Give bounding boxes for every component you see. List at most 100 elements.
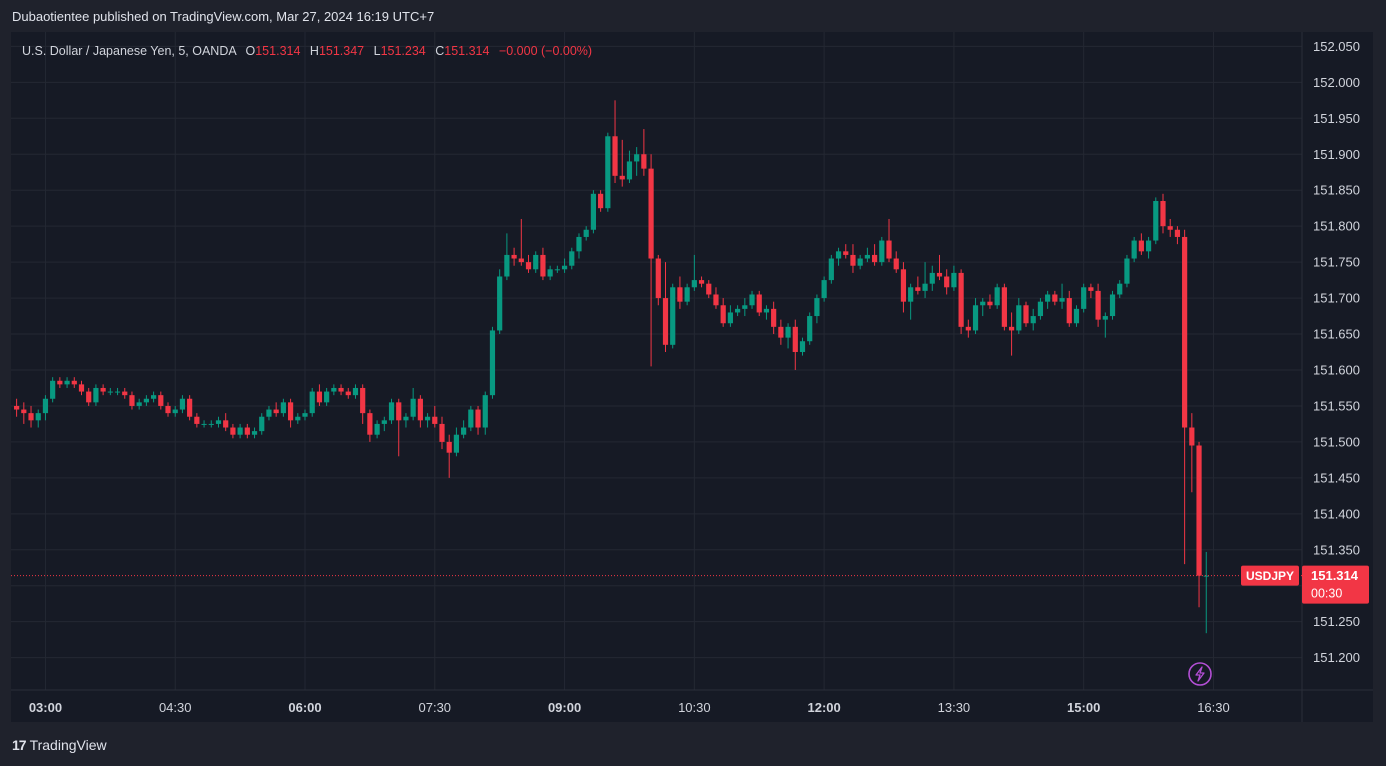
- last-price-tag: [1302, 565, 1369, 604]
- candle-body: [1167, 226, 1173, 230]
- candle-body: [150, 395, 157, 399]
- time-tick-label: 13:30: [938, 700, 971, 715]
- time-tick-label: 09:00: [548, 700, 581, 715]
- change-value: −0.000 (−0.00%): [498, 44, 593, 58]
- price-tick-label: 151.950: [1313, 111, 1360, 126]
- candle-body: [338, 387, 344, 392]
- price-tick-label: 151.250: [1313, 614, 1360, 629]
- candle-body: [756, 294, 762, 313]
- candle-body: [879, 240, 885, 263]
- candle-body: [388, 402, 395, 421]
- candle-body: [951, 272, 957, 288]
- candle-body: [936, 272, 943, 277]
- candle-body: [453, 434, 460, 453]
- symbol-legend: U.S. Dollar / Japanese Yen, 5, OANDA O15…: [22, 44, 592, 58]
- tradingview-logo-icon: 17: [12, 737, 27, 753]
- candle-body: [374, 423, 380, 435]
- candle-body: [727, 312, 733, 324]
- candle-body: [742, 305, 748, 309]
- candle-body: [100, 387, 106, 392]
- candle-body: [763, 308, 770, 313]
- chart-area[interactable]: 152.050 152.000 151.950 151.900 151.850 151.8…: [11, 32, 1373, 722]
- high-value: 151.347: [318, 44, 365, 58]
- candle-body: [525, 262, 532, 270]
- candle-body: [1095, 290, 1101, 320]
- candle-body: [691, 280, 697, 288]
- close-value: 151.314: [444, 44, 490, 58]
- price-tick-label: 151.600: [1313, 362, 1360, 377]
- candle-body: [958, 272, 964, 327]
- candle-body: [215, 420, 222, 424]
- price-tick-label: 151.650: [1313, 327, 1360, 342]
- candle-body: [136, 402, 142, 406]
- candle-body: [237, 427, 243, 435]
- candle-body: [64, 380, 70, 385]
- candle-body: [266, 409, 272, 417]
- candle-body: [244, 427, 250, 435]
- candle-body: [280, 402, 286, 414]
- price-tick-label: 151.800: [1313, 219, 1360, 234]
- candle-body: [57, 380, 63, 385]
- candle-body: [799, 341, 806, 353]
- candle-body: [1153, 200, 1159, 241]
- candle-body: [792, 326, 798, 353]
- candle-body: [1182, 236, 1188, 428]
- candle-body: [309, 391, 315, 414]
- candle-body: [468, 409, 474, 428]
- candle-body: [489, 330, 496, 396]
- candle-body: [201, 423, 207, 425]
- price-tick-label: 151.450: [1313, 470, 1360, 485]
- time-tick-label: 04:30: [159, 700, 192, 715]
- time-tick-label: 07:30: [419, 700, 452, 715]
- close-label: C: [435, 44, 445, 58]
- candle-body: [1001, 287, 1007, 327]
- candle-body: [1174, 229, 1181, 237]
- ticker-tag: [1241, 565, 1299, 586]
- candle-body: [994, 287, 1000, 306]
- candle-body: [828, 258, 834, 281]
- tradingview-logo[interactable]: 17 TradingView: [12, 737, 107, 753]
- candle-body: [1124, 258, 1130, 284]
- candle-body: [1145, 240, 1152, 252]
- high-label: H: [309, 44, 319, 58]
- candle-body: [634, 154, 640, 162]
- candle-body: [1037, 301, 1044, 317]
- candle-body: [14, 405, 20, 410]
- candle-body: [165, 405, 171, 414]
- candle-body: [179, 398, 186, 410]
- publisher-header: Dubaotientee published on TradingView.co…: [12, 9, 435, 24]
- candle-body: [713, 294, 719, 306]
- candle-body: [1131, 240, 1137, 259]
- candle-body: [1052, 294, 1058, 302]
- candle-body: [417, 398, 423, 421]
- candle-body: [1008, 326, 1015, 331]
- candle-body: [424, 416, 431, 421]
- price-tick-label: 151.500: [1313, 434, 1360, 449]
- candle-body: [641, 154, 647, 169]
- candle-body: [381, 420, 387, 424]
- candle-body: [850, 254, 856, 266]
- candle-body: [78, 384, 85, 392]
- candle-body: [143, 398, 149, 403]
- candle-body: [864, 254, 870, 259]
- candle-body: [590, 193, 597, 230]
- low-value: 151.234: [380, 44, 426, 58]
- price-tick-label: 151.900: [1313, 147, 1360, 162]
- candle-body: [893, 258, 899, 270]
- candle-body: [972, 305, 979, 331]
- candle-body: [1073, 308, 1080, 324]
- candle-body: [814, 298, 820, 317]
- countdown-label: 00:30: [1311, 587, 1342, 601]
- time-tick-label: 16:30: [1197, 700, 1230, 715]
- candle-body: [316, 391, 323, 403]
- candle-body: [158, 395, 164, 406]
- candle-body: [619, 175, 625, 180]
- price-tick-label: 151.550: [1313, 398, 1360, 413]
- candle-body: [944, 276, 950, 288]
- candlestick-chart[interactable]: 152.050 152.000 151.950 151.900 151.850 151.8…: [11, 32, 1373, 722]
- candle-body: [1016, 305, 1022, 331]
- price-tick-label: 151.850: [1313, 183, 1360, 198]
- lightning-bolt-icon[interactable]: [1188, 662, 1212, 686]
- candle-body: [259, 416, 265, 432]
- candle-body: [287, 402, 294, 421]
